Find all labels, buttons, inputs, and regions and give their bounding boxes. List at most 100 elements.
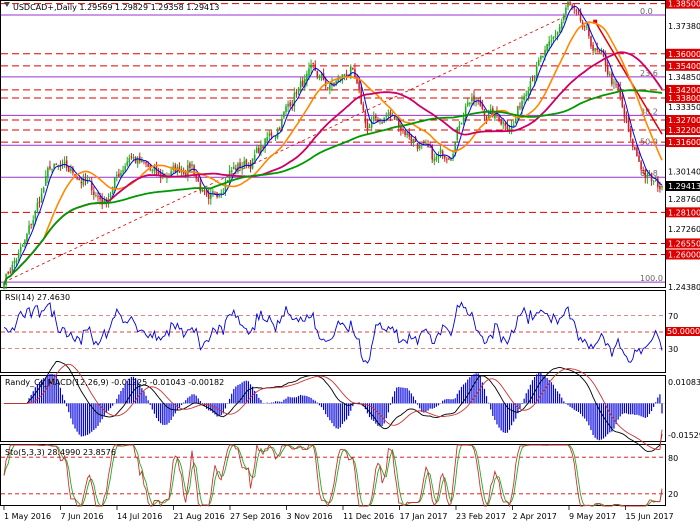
candle-body xyxy=(97,195,99,197)
candle-body xyxy=(253,154,256,160)
level-price-tag xyxy=(666,84,700,95)
candle-body xyxy=(306,73,308,81)
candle-body xyxy=(634,146,636,150)
candle-body xyxy=(24,240,26,245)
candle-body xyxy=(385,115,388,117)
candle-body xyxy=(546,44,548,52)
candle-body xyxy=(613,82,615,84)
rsi-level-30: 30 xyxy=(668,345,678,354)
candle-body xyxy=(366,122,369,130)
candle-body xyxy=(523,96,525,101)
candle-body xyxy=(67,166,70,172)
price-tick-label: 1.34200 xyxy=(668,86,700,95)
candle-body xyxy=(166,177,168,179)
candle-body xyxy=(63,162,66,164)
x-axis-label: 11 Dec 2016 xyxy=(343,512,394,521)
x-axis-label: 9 May 2017 xyxy=(569,512,616,521)
candle-body xyxy=(207,194,210,199)
price-panel-header: USDCAD+,Daily 1.29569 1.29829 1.29358 1.… xyxy=(13,3,219,12)
candle-body xyxy=(575,9,578,11)
candle-body xyxy=(398,120,400,128)
candle-body xyxy=(625,116,628,122)
rsi-level-50: 50.0000 xyxy=(667,327,700,336)
candle-body xyxy=(404,129,406,136)
candle-body xyxy=(592,44,594,51)
x-axis-label: 23 Feb 2017 xyxy=(456,512,506,521)
price-panel[interactable] xyxy=(0,0,666,288)
candle-body xyxy=(439,149,442,153)
candle-body xyxy=(586,26,588,28)
candle-body xyxy=(429,146,431,148)
candle-body xyxy=(341,74,344,79)
candle-body xyxy=(199,182,202,192)
candle-body xyxy=(205,191,208,195)
rsi-level-70: 70 xyxy=(668,312,678,321)
candle-body xyxy=(316,70,319,78)
macd-main-line xyxy=(4,361,663,452)
candle-body xyxy=(427,144,429,148)
candle-body xyxy=(143,160,145,162)
candle-body xyxy=(36,202,39,211)
price-tick-label: 1.33350 xyxy=(668,103,700,112)
price-tick-label: 1.27260 xyxy=(668,225,700,234)
candle-body xyxy=(356,77,358,84)
candle-body xyxy=(446,159,448,161)
candle-body xyxy=(556,32,559,35)
price-tick-label: 1.24380 xyxy=(668,283,700,292)
candle-body xyxy=(212,191,214,194)
candle-body xyxy=(352,67,354,70)
price-tick-label: 1.26000 xyxy=(668,250,700,259)
candle-body xyxy=(312,62,314,64)
candle-body xyxy=(301,80,304,87)
candle-body xyxy=(136,157,139,164)
level-price-tag xyxy=(666,137,700,148)
x-axis-label: 14 Jul 2016 xyxy=(117,512,162,521)
candle-body xyxy=(228,171,231,183)
candle-body xyxy=(552,37,555,39)
candle-body xyxy=(535,66,538,79)
candle-body xyxy=(141,159,143,163)
candle-body xyxy=(527,90,530,96)
candle-body xyxy=(337,77,340,82)
candle-body xyxy=(304,78,306,88)
price-tick-label: 1.28100 xyxy=(668,208,700,217)
candle-body xyxy=(266,137,268,141)
candle-body xyxy=(517,106,519,119)
candle-body xyxy=(640,161,642,170)
level-price-tag xyxy=(666,92,700,103)
candle-body xyxy=(345,73,348,77)
candle-body xyxy=(84,178,87,181)
candle-body xyxy=(222,192,225,194)
candle-body xyxy=(565,7,567,15)
candle-body xyxy=(145,161,147,164)
candle-body xyxy=(9,271,12,273)
candle-body xyxy=(389,112,392,116)
rsi-panel[interactable] xyxy=(0,290,666,373)
macd-panel[interactable] xyxy=(0,375,666,442)
scroll-arrow-icon[interactable] xyxy=(4,2,10,7)
level-price-tag xyxy=(666,48,700,59)
candle-body xyxy=(237,163,239,172)
x-axis-label: 1 May 2016 xyxy=(4,512,51,521)
candle-body xyxy=(128,158,131,163)
candle-body xyxy=(120,172,122,177)
candle-body xyxy=(184,173,187,176)
candle-body xyxy=(554,35,557,38)
candle-body xyxy=(230,170,233,173)
x-axis-label: 21 Aug 2016 xyxy=(174,512,225,521)
candle-body xyxy=(318,76,321,78)
candle-body xyxy=(218,194,220,197)
candle-body xyxy=(210,193,212,199)
candle-body xyxy=(38,201,41,204)
candle-body xyxy=(600,52,603,54)
candle-body xyxy=(295,92,298,94)
candle-body xyxy=(431,145,434,160)
rsi-level-50-tag xyxy=(666,327,700,336)
candle-body xyxy=(349,66,352,78)
stochastic-panel-header: Sto(5,3,3) 28.4990 23.8576 xyxy=(5,448,116,457)
candle-body xyxy=(86,180,89,183)
candle-body xyxy=(270,132,273,136)
x-axis-label: 3 Nov 2016 xyxy=(287,512,333,521)
current-price-tag xyxy=(666,180,700,191)
